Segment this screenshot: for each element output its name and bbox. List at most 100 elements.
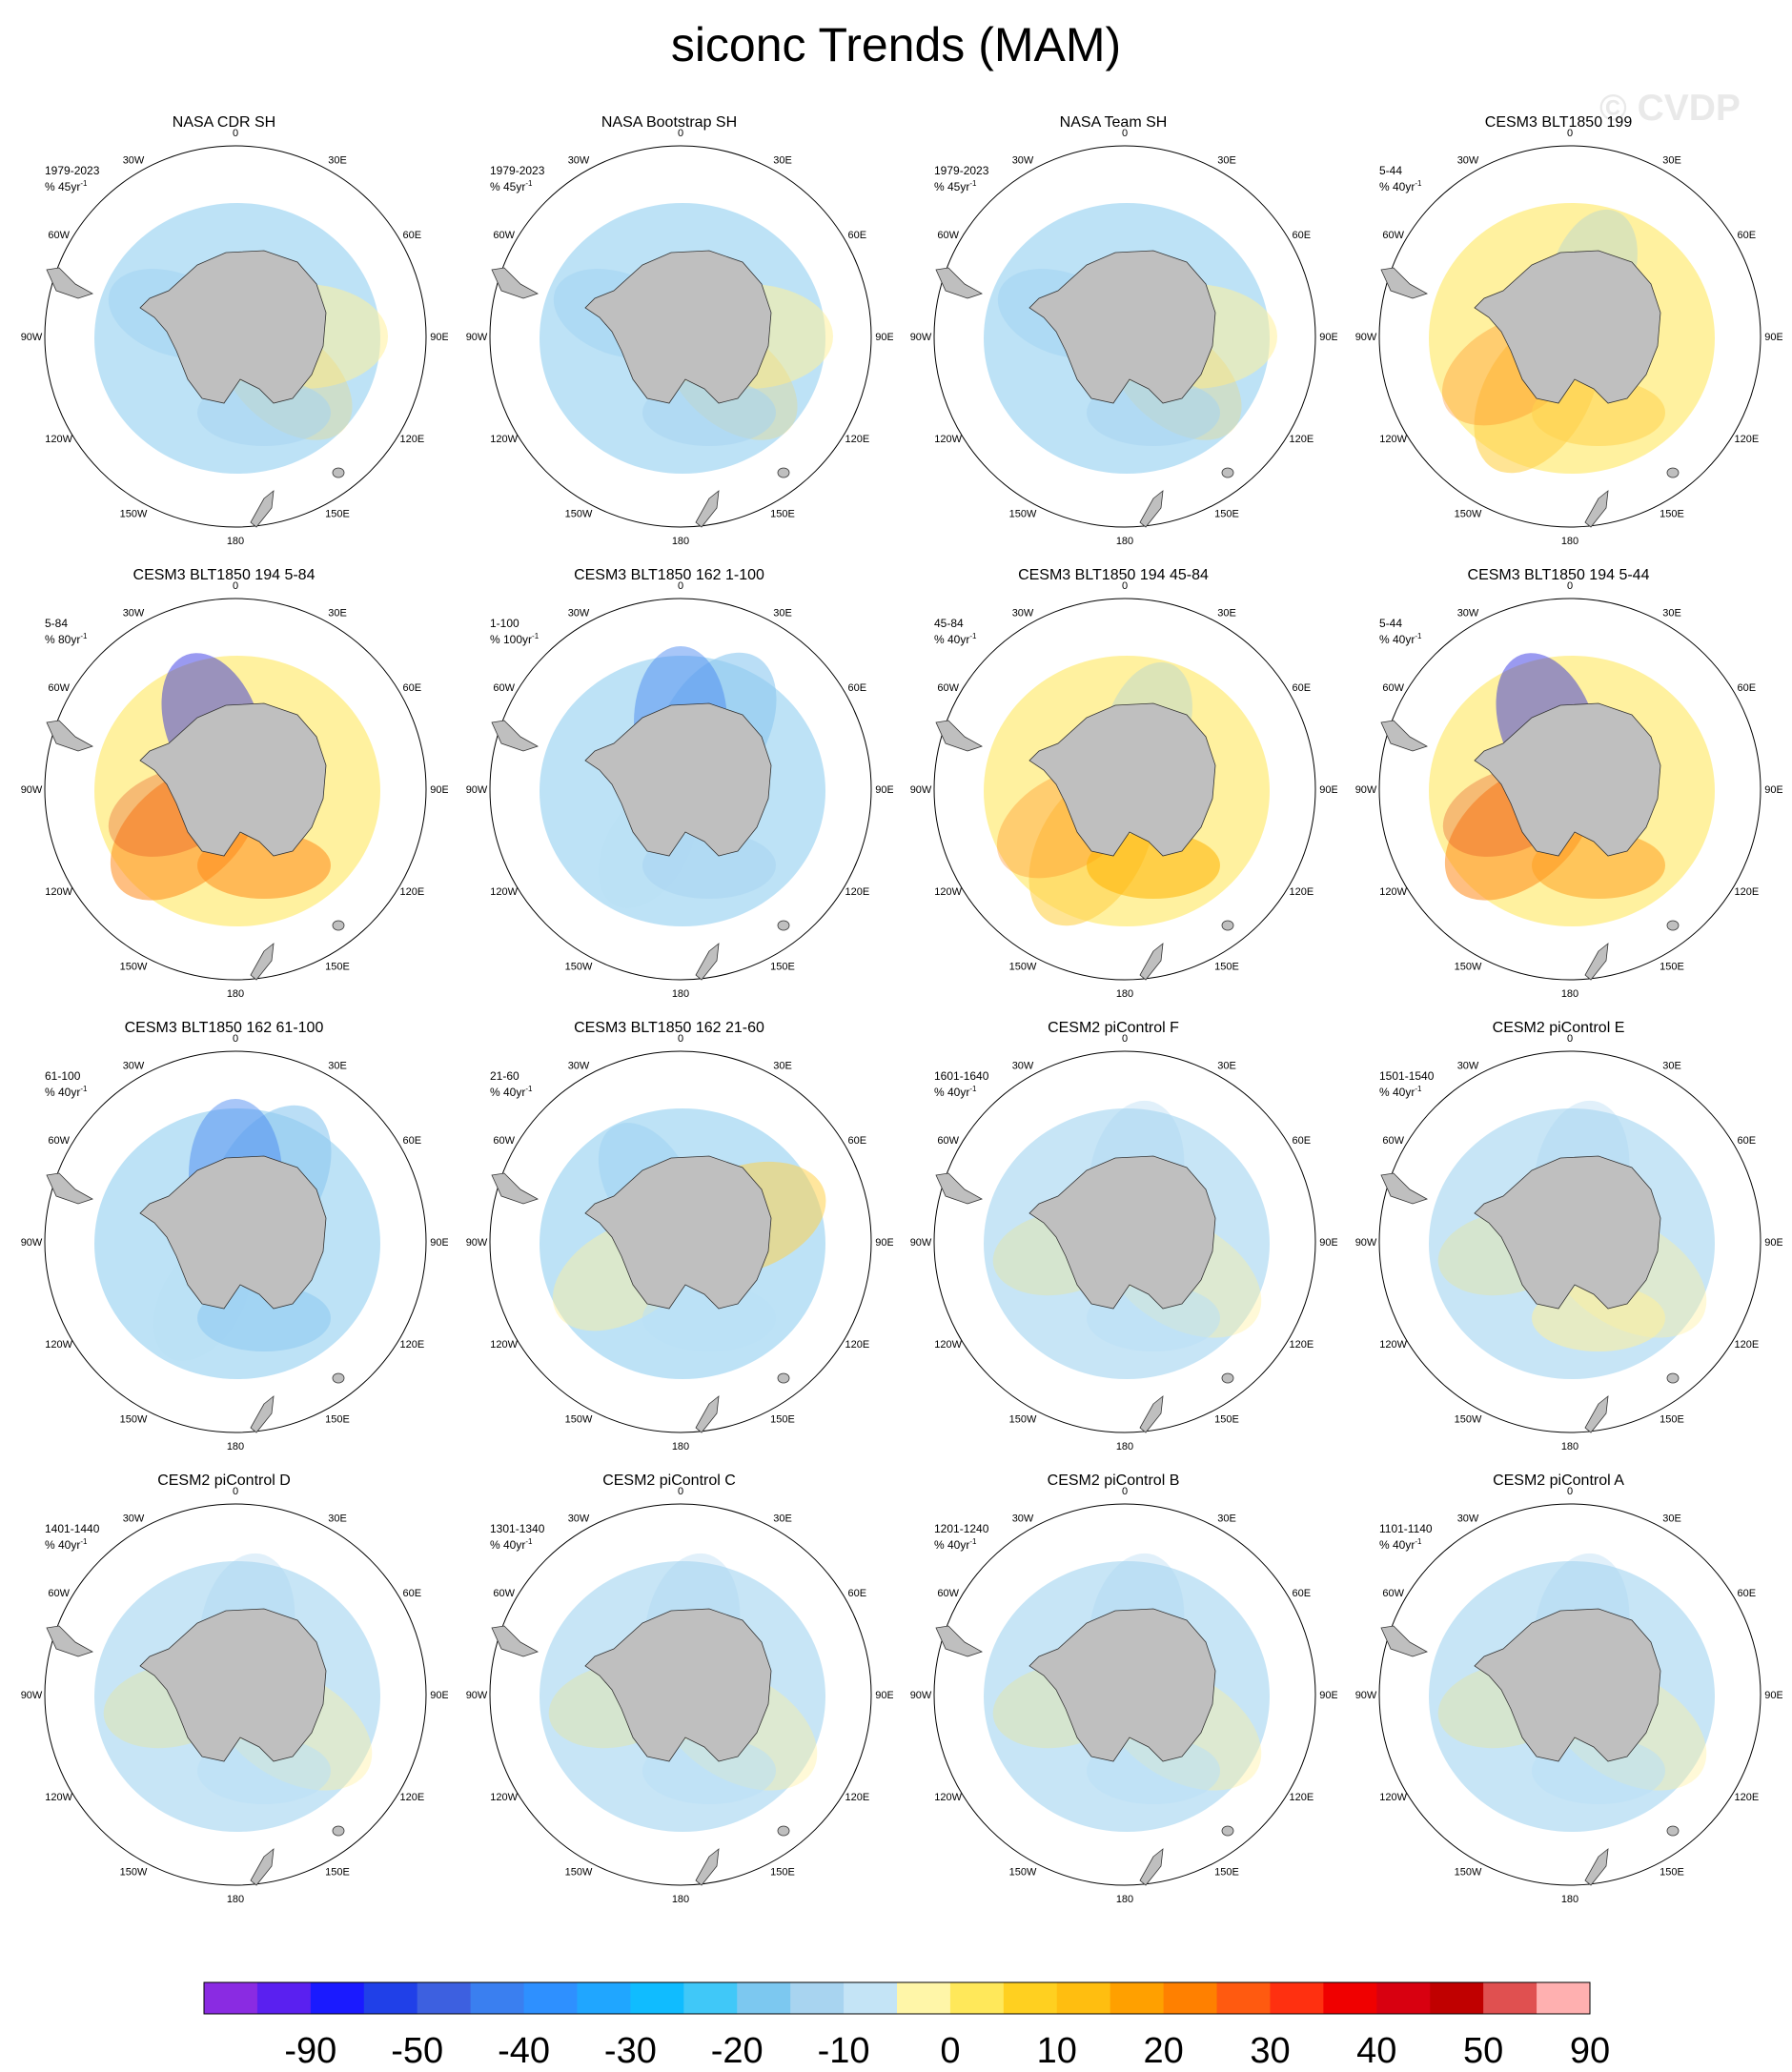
lon-label: 90W [466,1690,488,1701]
antarctica-landmass [139,250,327,404]
lon-label: 30E [328,1061,347,1072]
south-america-landmass [46,1625,93,1657]
panel-title: NASA Team SH [1059,114,1168,131]
lon-label: 180 [1116,988,1133,1000]
colorbar-tick-label: 40 [1356,2031,1396,2071]
lon-label: 0 [233,580,238,592]
antarctica-landmass [1474,1608,1661,1762]
panel-period-units: 1101-1140 % 40yr-1 [1379,1522,1433,1552]
new-zealand-landmass [1584,943,1609,981]
polar-map: 0 30E 60E 90E 120E 150E 180 150W 120W 90W 60W 30W [910,580,1337,1000]
colorbar-frame [203,1981,1591,2015]
lon-label: 120W [934,434,962,445]
lon-label: 60W [493,230,515,241]
map-panel: NASA Team SH 1979-2023 % 45yr-1 0 30E 60E 90E 1… [889,114,1337,567]
lon-label: 180 [1561,536,1578,547]
lon-label: 120W [45,434,72,445]
new-zealand-landmass [695,943,720,981]
lon-label: 120E [845,1792,869,1803]
lon-label: 150W [1009,508,1037,519]
lon-label: 60E [848,1588,867,1599]
polar-map: 0 30E 60E 90E 120E 150E 180 150W 120W 90W 60W 30W [910,128,1337,547]
lon-label: 150E [770,1413,795,1425]
lon-label: 90E [430,1690,448,1701]
lon-label: 180 [1116,536,1133,547]
colorbar-swatch [1003,1982,1058,2014]
panel-title: CESM3 BLT1850 194 5-44 [1467,567,1650,583]
lon-label: 60E [1293,1588,1312,1599]
panel-period: 1979-2023 [45,164,100,177]
south-america-landmass [935,1625,983,1657]
lon-label: 30E [1217,155,1236,167]
polar-map: 0 30E 60E 90E 120E 150E 180 150W 120W 90W 60W 30W [21,1033,448,1452]
lon-label: 60W [48,682,70,694]
colorbar-tick-label: 10 [1037,2031,1077,2071]
new-zealand-landmass [250,1395,275,1433]
lon-label: 90E [1319,1690,1337,1701]
panel-period-units: 1501-1540 % 40yr-1 [1379,1069,1434,1099]
lon-label: 60W [1382,1588,1404,1599]
lon-label: 120E [1734,434,1759,445]
colorbar-swatch [470,1982,525,2014]
new-zealand-landmass [695,1395,720,1433]
colorbar-swatch [1163,1982,1218,2014]
antarctica-landmass [139,1608,327,1762]
lon-label: 150E [1214,508,1239,519]
antarctica-landmass [1474,702,1661,857]
trend-anomaly [1087,1285,1220,1351]
tasmania-landmass [777,1825,790,1837]
lon-label: 30W [568,155,590,167]
panel-title: CESM2 piControl A [1493,1473,1624,1489]
trend-anomaly [642,379,776,446]
lon-label: 150W [565,1866,593,1878]
panel-period-units: 5-44 % 40yr-1 [1379,617,1421,646]
panel-title: NASA Bootstrap SH [601,114,738,131]
panel-units: % 40yr-1 [490,1537,533,1552]
lon-label: 120E [1734,1792,1759,1803]
lon-label: 90W [466,1237,488,1249]
lon-label: 150W [565,508,593,519]
panel-period: 5-84 [45,617,69,630]
lon-label: 180 [1561,1894,1578,1905]
lon-label: 60W [1382,682,1404,694]
lon-label: 60W [937,1588,959,1599]
lon-label: 60W [48,230,70,241]
lon-label: 120E [1289,1792,1313,1803]
lon-label: 90E [430,784,448,796]
polar-map: 0 30E 60E 90E 120E 150E 180 150W 120W 90W 60W 30W [466,128,893,547]
colorbar-swatch [1483,1982,1537,2014]
lon-label: 120W [45,1339,72,1351]
lon-label: 120W [45,1792,72,1803]
polar-map: 0 30E 60E 90E 120E 150E 180 150W 120W 90W 60W 30W [910,1486,1337,1905]
panel-period-units: 5-44 % 40yr-1 [1379,164,1421,193]
lon-label: 150W [1455,1413,1482,1425]
new-zealand-landmass [695,1848,720,1886]
colorbar-swatch [790,1982,845,2014]
lon-label: 60E [1738,682,1757,694]
lon-label: 150E [325,508,350,519]
colorbar-swatch [363,1982,418,2014]
panel-units: % 80yr-1 [45,632,88,646]
lon-label: 30E [773,1061,792,1072]
panel-units: % 40yr-1 [1379,179,1422,193]
colorbar-swatch [844,1982,898,2014]
lon-label: 0 [233,1486,238,1497]
lon-label: 0 [1122,1033,1128,1045]
south-america-landmass [46,720,93,752]
panel-units: % 40yr-1 [934,1085,977,1099]
colorbar-swatch [1323,1982,1377,2014]
lon-label: 30W [1012,155,1034,167]
lon-label: 30W [1457,608,1479,620]
map-panel: CESM2 piControl F 1601-1640 % 40yr-1 0 30E 60… [889,1020,1337,1473]
map-panel: CESM3 BLT1850 194 5-84 5-84 % 80yr-1 0 30E 60… [0,567,448,1020]
lon-label: 30E [773,608,792,620]
panel-period-units: 1301-1340 % 40yr-1 [490,1522,544,1552]
south-america-landmass [1380,267,1428,299]
lon-label: 90W [910,332,932,343]
trend-anomaly [642,832,776,899]
lon-label: 60W [48,1588,70,1599]
trend-anomaly [197,379,331,446]
lon-label: 150W [1455,508,1482,519]
south-america-landmass [1380,1625,1428,1657]
panel-units: % 100yr-1 [490,632,540,646]
